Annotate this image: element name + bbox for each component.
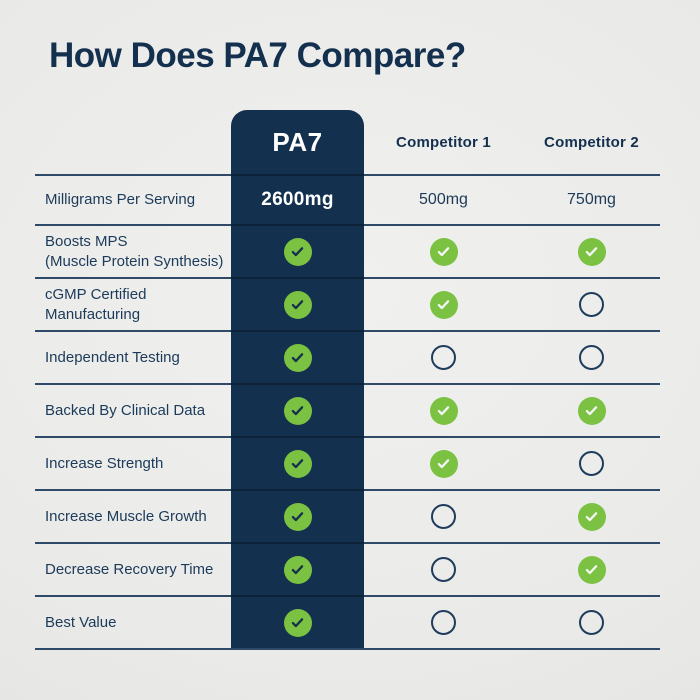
- table-row: Backed By Clinical Data: [35, 385, 660, 438]
- competitor2-column-header: Competitor 2: [523, 110, 660, 174]
- check-icon: [283, 449, 312, 478]
- empty-circle-icon: [431, 610, 456, 635]
- pa7-cell: [231, 597, 364, 648]
- check-icon: [283, 396, 312, 425]
- check-icon: [429, 449, 458, 478]
- pa7-column-header: PA7: [231, 110, 364, 174]
- table-row: cGMP Certified Manufacturing: [35, 279, 660, 332]
- check-icon: [577, 555, 606, 584]
- empty-circle-icon: [431, 504, 456, 529]
- competitor2-cell: [523, 491, 660, 542]
- competitor2-cell: [523, 332, 660, 383]
- competitor1-cell: [364, 385, 523, 436]
- feature-label: Best Value: [45, 613, 117, 631]
- check-icon: [577, 502, 606, 531]
- pa7-cell: [231, 279, 364, 330]
- check-icon: [429, 396, 458, 425]
- page-title: How Does PA7 Compare?: [49, 36, 466, 75]
- competitor2-serving-value: 750mg: [567, 191, 616, 208]
- table-row: Increase Strength: [35, 438, 660, 491]
- pa7-cell: [231, 385, 364, 436]
- empty-circle-icon: [579, 610, 604, 635]
- empty-circle-icon: [431, 345, 456, 370]
- check-icon: [283, 237, 312, 266]
- empty-circle-icon: [431, 557, 456, 582]
- feature-label: Boosts MPS (Muscle Protein Synthesis): [45, 233, 224, 270]
- pa7-serving-value: 2600mg: [261, 189, 334, 210]
- competitor1-cell: [364, 544, 523, 595]
- feature-label: Decrease Recovery Time: [45, 560, 214, 578]
- check-icon: [283, 290, 312, 319]
- competitor1-cell: [364, 597, 523, 648]
- competitor1-cell: [364, 279, 523, 330]
- competitor2-cell: 750mg: [523, 176, 660, 224]
- pa7-cell: [231, 332, 364, 383]
- comparison-table: PA7 Competitor 1 Competitor 2 Milligrams…: [35, 110, 660, 650]
- header-spacer: [35, 110, 231, 174]
- feature-label: Increase Muscle Growth: [45, 507, 207, 525]
- table-row: Best Value: [35, 597, 660, 650]
- empty-circle-icon: [579, 292, 604, 317]
- pa7-cell: [231, 226, 364, 277]
- table-row: Independent Testing: [35, 332, 660, 385]
- table-header-row: PA7 Competitor 1 Competitor 2: [35, 110, 660, 176]
- pa7-cell: [231, 438, 364, 489]
- competitor2-cell: [523, 226, 660, 277]
- feature-label: Increase Strength: [45, 454, 164, 472]
- feature-label: Independent Testing: [45, 348, 180, 366]
- check-icon: [283, 608, 312, 637]
- table-row: Milligrams Per Serving 2600mg 500mg 750m…: [35, 176, 660, 226]
- table-row: Increase Muscle Growth: [35, 491, 660, 544]
- check-icon: [429, 290, 458, 319]
- check-icon: [283, 555, 312, 584]
- check-icon: [283, 343, 312, 372]
- competitor1-cell: [364, 226, 523, 277]
- feature-label: Backed By Clinical Data: [45, 401, 206, 419]
- table-row: Boosts MPS (Muscle Protein Synthesis): [35, 226, 660, 279]
- competitor2-cell: [523, 438, 660, 489]
- competitor2-cell: [523, 279, 660, 330]
- check-icon: [577, 396, 606, 425]
- competitor1-label: Competitor 1: [396, 133, 491, 151]
- pa7-cell: 2600mg: [231, 176, 364, 224]
- table-row: Decrease Recovery Time: [35, 544, 660, 597]
- empty-circle-icon: [579, 451, 604, 476]
- competitor2-label: Competitor 2: [544, 133, 639, 151]
- competitor1-cell: 500mg: [364, 176, 523, 224]
- competitor1-cell: [364, 438, 523, 489]
- competitor2-cell: [523, 544, 660, 595]
- feature-label: Milligrams Per Serving: [45, 191, 196, 209]
- check-icon: [577, 237, 606, 266]
- empty-circle-icon: [579, 345, 604, 370]
- competitor2-cell: [523, 385, 660, 436]
- pa7-brand-label: PA7: [272, 126, 323, 157]
- pa7-cell: [231, 544, 364, 595]
- feature-label: cGMP Certified Manufacturing: [45, 286, 147, 323]
- competitor1-column-header: Competitor 1: [364, 110, 523, 174]
- competitor1-cell: [364, 491, 523, 542]
- competitor1-serving-value: 500mg: [419, 191, 468, 208]
- competitor1-cell: [364, 332, 523, 383]
- check-icon: [283, 502, 312, 531]
- pa7-cell: [231, 491, 364, 542]
- check-icon: [429, 237, 458, 266]
- competitor2-cell: [523, 597, 660, 648]
